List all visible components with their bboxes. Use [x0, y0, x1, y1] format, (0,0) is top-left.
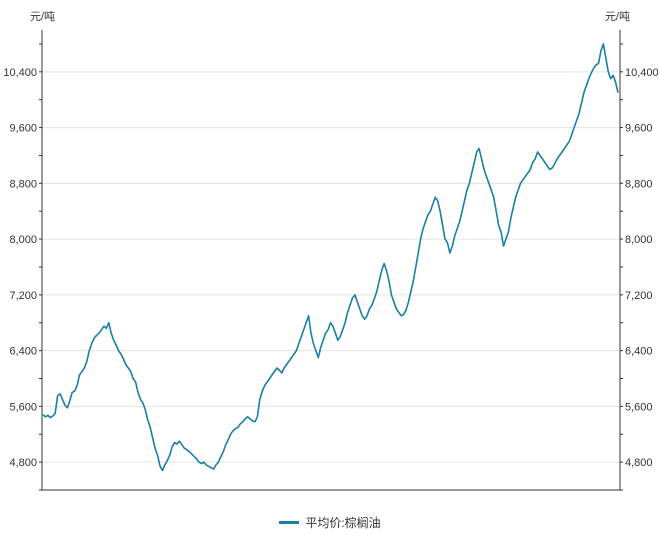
left-y-tick-label: 9,600 — [9, 123, 37, 135]
legend-swatch — [279, 521, 300, 525]
left-y-tick-label: 8,000 — [9, 234, 37, 246]
gridlines — [42, 71, 620, 463]
right-y-tick-label: 6,400 — [625, 346, 653, 358]
right-y-tick-label: 7,200 — [625, 290, 653, 302]
left-y-tick-label: 4,800 — [9, 457, 37, 469]
left-y-tick-label: 6,400 — [9, 346, 37, 358]
right-y-tick-label: 9,600 — [625, 123, 653, 135]
left-y-tick-label: 8,800 — [9, 178, 37, 190]
series-line-palm-oil-average-price — [42, 43, 619, 472]
right-y-tick-label: 4,800 — [625, 457, 653, 469]
right-unit-label: 元/吨 — [605, 10, 630, 23]
left-y-tick-label: 7,200 — [9, 290, 37, 302]
right-y-tick-label: 5,600 — [625, 401, 653, 413]
right-y-tick-label: 10,400 — [625, 67, 659, 79]
legend-label: 平均价:棕榈油 — [305, 516, 381, 530]
right-y-tick-label: 8,000 — [625, 234, 653, 246]
y-ticks: 4,800 4,800 5,600 5,600 6,400 6,400 7,200 7,200… — [3, 43, 659, 491]
left-y-tick-label: 10,400 — [3, 67, 37, 79]
left-unit-label: 元/吨 — [30, 10, 55, 23]
right-y-tick-label: 8,800 — [625, 178, 653, 190]
legend: 平均价:棕榈油 — [0, 514, 660, 531]
left-y-tick-label: 5,600 — [9, 401, 37, 413]
